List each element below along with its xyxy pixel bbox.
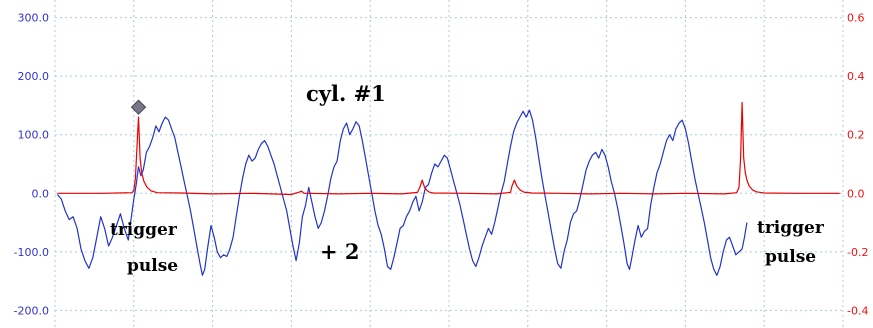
marker-layer (130, 99, 147, 115)
annotation-trigger-left-line2: pulse (127, 256, 178, 276)
right-tick-label: 0.0 (847, 187, 865, 200)
annotation-trigger-left-line1: trigger (110, 220, 178, 240)
left-tick-label: -100.0 (14, 246, 49, 259)
right-tick-label: -0.2 (847, 246, 868, 259)
annotation-trigger-right-line1: trigger (757, 218, 825, 238)
left-tick-label: 0.0 (32, 187, 50, 200)
trigger-marker-diamond (130, 99, 147, 115)
right-axis-ticks: 0.6 0.4 0.2 0.0 -0.2 -0.4 (847, 12, 868, 318)
right-tick-label: 0.6 (847, 12, 865, 25)
left-axis-ticks: 300.0 200.0 100.0 0.0 -100.0 -200.0 (14, 12, 49, 318)
series-line-red (57, 101, 840, 196)
annotation-plus-2: + 2 (320, 239, 360, 264)
series-layer (56, 101, 840, 276)
left-tick-label: 200.0 (18, 70, 50, 83)
left-tick-label: 100.0 (18, 129, 50, 142)
annotation-trigger-right-line2: pulse (765, 247, 816, 267)
series-line-blue (56, 109, 748, 276)
left-tick-label: 300.0 (18, 12, 50, 25)
left-tick-label: -200.0 (14, 304, 49, 317)
annotation-cyl-1: cyl. #1 (306, 81, 386, 106)
right-tick-label: 0.4 (847, 70, 865, 83)
right-tick-label: 0.2 (847, 129, 865, 142)
right-tick-label: -0.4 (847, 304, 868, 317)
